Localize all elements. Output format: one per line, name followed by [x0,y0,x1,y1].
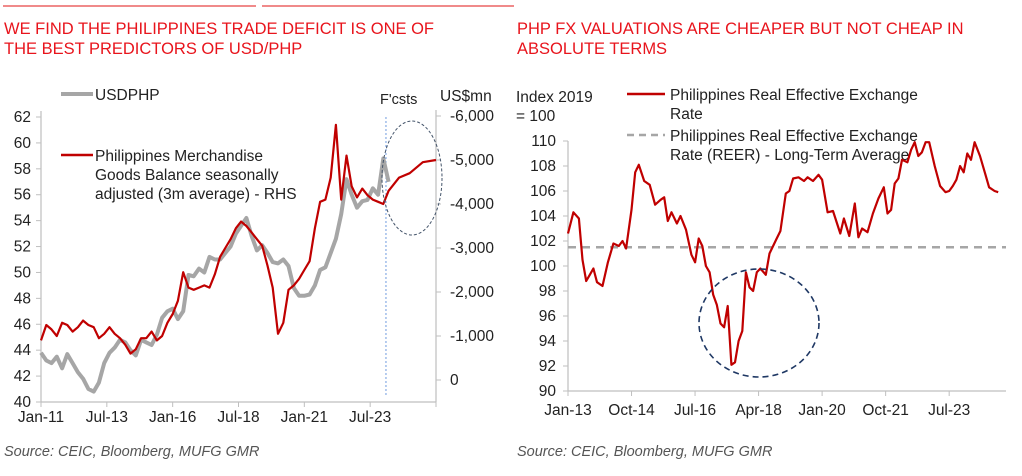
y-tick-label: 56 [14,187,31,204]
right-chart: Index 2019 = 100 Philippines Real Effect… [516,87,1006,419]
reer-line [566,141,999,366]
y-axis-unit-line2: = 100 [516,108,556,125]
y-tick-label: 60 [14,135,32,152]
legend-reer-avg-label-2: Rate (REER) - Long-Term Average [670,147,909,164]
legend-usdphp-label: USDPHP [95,87,160,104]
left-chart-title: WE FIND THE PHILIPPINES TRADE DEFICIT IS… [4,19,434,59]
reer-y-tick-label: 98 [539,283,556,300]
reer-y-tick-label: 104 [530,208,556,225]
reer-x-tick-label: Oct-14 [608,402,655,419]
legend-reer-label-2: Rate [670,106,703,123]
right-y-tick-label: -1,000 [450,328,494,345]
right-title-line2: ABSOLUTE TERMS [517,40,668,58]
right-y-tick-label: -3,000 [450,240,494,257]
x-tick-label: Jul-13 [86,409,128,426]
y-tick-label: 48 [14,290,31,307]
right-source-note: Source: CEIC, Bloomberg, MUFG GMR [517,444,773,460]
y-tick-label: 44 [14,342,32,359]
reer-y-tick-label: 102 [530,233,556,250]
right-axes: 90 92 94 96 98 100 102 104 106 108 110 Jan-13 Oct-14… [530,133,1006,419]
reer-y-tick-label: 108 [530,158,556,175]
x-tick-label: Jul-23 [349,409,391,426]
x-tick-label: Jan-16 [149,409,196,426]
right-series [566,141,1006,366]
left-axes: 40 42 44 46 48 50 52 54 56 58 60 62 -6,000 -5,000 -4,0… [14,108,495,426]
right-y-tick-label: -2,000 [450,284,494,301]
y-tick-label: 46 [14,316,31,333]
goods-balance-line [39,123,437,355]
left-series [39,123,437,394]
right-chart-title: PHP FX VALUATIONS ARE CHEAPER BUT NOT CH… [517,19,964,59]
right-y-tick-label: -6,000 [450,108,494,125]
usdphp-line [39,156,391,394]
right-y-tick-label: 0 [450,372,459,389]
forecast-label: F'csts [380,92,417,108]
y-tick-label: 54 [14,213,32,230]
right-y-tick-label: -5,000 [450,152,494,169]
reer-x-tick-label: Jan-13 [544,402,591,419]
trough-highlight-ellipse [698,268,820,378]
reer-x-tick-label: Jul-16 [674,402,716,419]
reer-y-tick-label: 92 [539,358,556,375]
y-tick-label: 40 [14,394,32,411]
y-tick-label: 42 [14,368,31,385]
legend-goods-label-3: adjusted (3m average) - RHS [95,186,297,203]
x-tick-label: Jan-11 [18,409,64,426]
left-title-line2: THE BEST PREDICTORS OF USD/PHP [4,40,303,58]
y-axis-unit-line1: Index 2019 [516,89,593,106]
reer-y-tick-label: 94 [539,333,557,350]
legend-goods-label-2: Goods Balance seasonally [95,167,279,184]
left-top-rule [3,5,256,7]
reer-y-tick-label: 100 [530,258,556,275]
y-tick-label: 50 [14,264,32,281]
left-source-note: Source: CEIC, Bloomberg, MUFG GMR [4,444,260,460]
left-title-line1: WE FIND THE PHILIPPINES TRADE DEFICIT IS… [4,20,434,38]
legend-reer-avg-label-1: Philippines Real Effective Exchange [670,128,918,145]
y-tick-label: 62 [14,109,31,126]
y-tick-label: 52 [14,239,31,256]
right-top-rule [262,5,514,7]
right-axis-unit-label: US$mn [440,88,492,105]
reer-y-tick-label: 106 [530,183,556,200]
x-tick-label: Jan-21 [281,409,328,426]
right-y-tick-label: -4,000 [450,196,494,213]
reer-y-tick-label: 90 [539,383,557,400]
reer-x-tick-label: Oct-21 [862,402,909,419]
reer-x-tick-label: Jan-20 [798,402,846,419]
legend-goods-label-1: Philippines Merchandise [95,148,263,165]
y-tick-label: 58 [14,161,31,178]
reer-x-tick-label: Jul-23 [928,402,970,419]
left-chart: USDPHP Philippines Merchandise Goods Bal… [14,87,495,426]
reer-y-tick-label: 110 [531,133,556,150]
x-tick-label: Jul-18 [217,409,259,426]
forecast-highlight-ellipse [381,120,443,236]
reer-y-tick-label: 96 [539,308,556,325]
reer-x-tick-label: Apr-18 [735,402,782,419]
right-title-line1: PHP FX VALUATIONS ARE CHEAPER BUT NOT CH… [517,20,964,38]
legend-reer-label-1: Philippines Real Effective Exchange [670,87,918,104]
